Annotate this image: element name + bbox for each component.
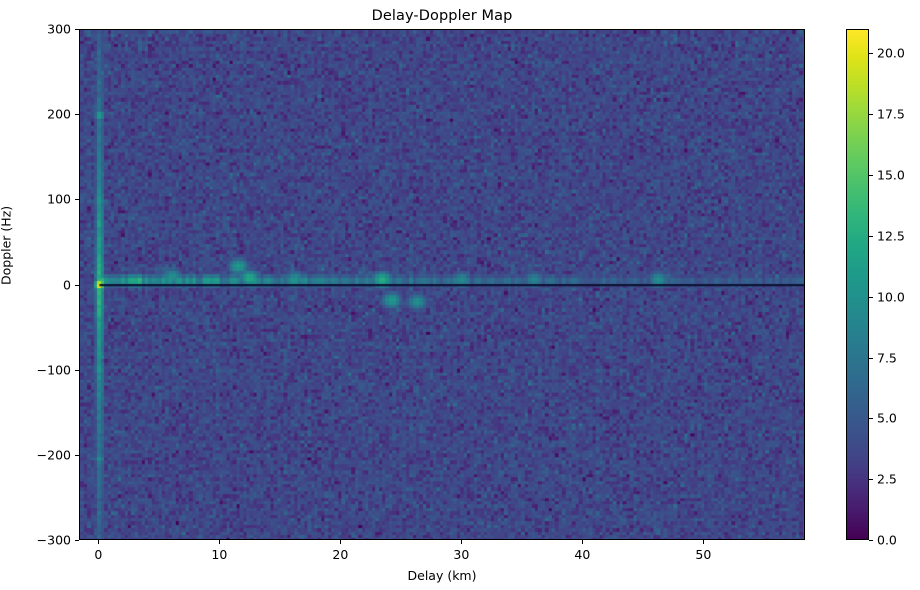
y-axis-tick-label: −200 <box>36 447 71 463</box>
y-axis-tick-label: 200 <box>47 106 71 122</box>
y-axis: Doppler (Hz) 300 200 100 0 −100 −200 −300 <box>0 22 79 548</box>
x-axis-tick <box>461 540 463 544</box>
y-axis-tick <box>75 114 79 116</box>
x-axis-tick <box>219 540 221 544</box>
colorbar-tick-label: 20.0 <box>877 45 905 61</box>
x-axis: Delay (km) 0 10 20 30 40 50 <box>79 540 805 590</box>
y-axis-tick <box>75 199 79 201</box>
x-axis-tick <box>582 540 584 544</box>
colorbar-tick <box>869 296 873 298</box>
y-axis-tick <box>75 454 79 456</box>
x-axis-tick-label: 0 <box>94 547 103 562</box>
y-axis-tick-label: 0 <box>63 277 71 292</box>
colorbar-tick-label: 5.0 <box>877 410 897 426</box>
colorbar-tick-label: 12.5 <box>877 228 905 244</box>
colorbar-tick <box>869 175 873 176</box>
colorbar[interactable]: 0.0 2.5 5.0 7.5 10.0 12.5 15.0 17.5 20.0 <box>846 29 920 548</box>
colorbar-tick <box>869 235 873 237</box>
colorbar-tick <box>869 357 873 359</box>
colorbar-tick-label: 17.5 <box>877 106 905 122</box>
y-axis-label: Doppler (Hz) <box>0 205 14 285</box>
y-axis-tick <box>75 540 79 541</box>
y-axis-tick <box>75 284 79 286</box>
x-axis-label: Delay (km) <box>407 568 477 583</box>
heatmap-plot-area[interactable] <box>79 29 805 540</box>
colorbar-tick <box>869 53 873 55</box>
x-axis-tick-label: 10 <box>211 547 228 562</box>
colorbar-tick <box>869 418 873 420</box>
x-axis-tick-label: 30 <box>453 547 470 562</box>
y-axis-tick-label: −100 <box>36 362 71 378</box>
colorbar-tick-label: 15.0 <box>877 167 905 183</box>
y-axis-tick <box>75 369 79 371</box>
colorbar-tick-label: 10.0 <box>877 289 905 305</box>
colorbar-tick <box>869 479 873 481</box>
colorbar-tick <box>869 114 873 116</box>
x-axis-tick-label: 40 <box>574 547 591 562</box>
colorbar-tick <box>869 540 873 541</box>
x-axis-tick-label: 50 <box>695 547 712 562</box>
colorbar-tick-label: 0.0 <box>877 532 897 548</box>
x-axis-tick <box>703 540 705 544</box>
x-axis-tick <box>340 540 342 544</box>
x-axis-tick-label: 20 <box>332 547 349 562</box>
colorbar-gradient <box>846 29 869 540</box>
y-axis-tick-label: −300 <box>36 532 71 548</box>
colorbar-tick-label: 2.5 <box>877 471 897 487</box>
y-axis-tick <box>75 29 79 30</box>
colorbar-canvas <box>847 30 868 539</box>
page-title: Delay-Doppler Map <box>371 8 513 24</box>
y-axis-tick-label: 100 <box>47 191 71 207</box>
colorbar-tick-label: 7.5 <box>877 350 897 365</box>
y-axis-tick-label: 300 <box>47 21 71 37</box>
x-axis-tick <box>98 540 100 544</box>
delay-doppler-heatmap-canvas <box>80 30 804 539</box>
